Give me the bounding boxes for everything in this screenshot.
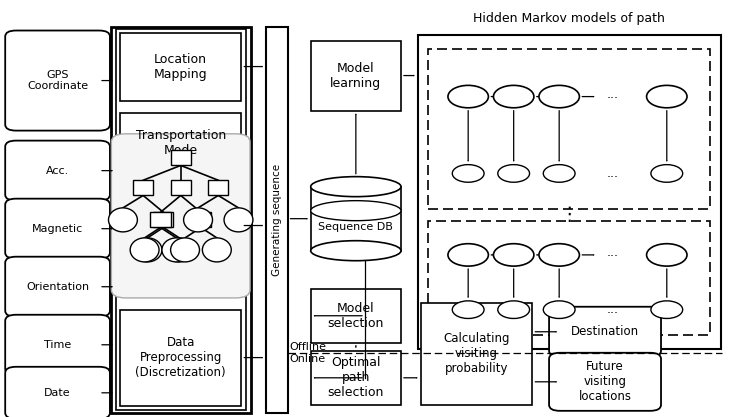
Text: o₁: o₁ [464, 169, 472, 178]
Ellipse shape [224, 208, 253, 232]
Text: Offline: Offline [290, 342, 326, 352]
Bar [170, 150, 191, 166]
Text: o₃: o₃ [555, 169, 563, 178]
FancyBboxPatch shape [5, 367, 110, 417]
Text: Sequence DB: Sequence DB [318, 222, 394, 232]
FancyBboxPatch shape [5, 141, 110, 201]
Ellipse shape [162, 238, 191, 262]
Bar [170, 180, 191, 196]
Text: Date: Date [44, 388, 71, 398]
Text: ...: ... [607, 88, 619, 101]
FancyBboxPatch shape [5, 315, 110, 375]
Text: Orientation: Orientation [26, 282, 89, 292]
Text: Magnetic: Magnetic [32, 224, 83, 234]
Text: Model
selection: Model selection [328, 302, 384, 330]
Text: o₁: o₁ [464, 305, 472, 314]
Text: Online: Online [290, 354, 326, 364]
Text: o₃: o₃ [555, 305, 563, 314]
Bar [120, 33, 242, 100]
Text: ...: ... [607, 246, 619, 259]
Circle shape [543, 165, 575, 182]
Ellipse shape [184, 208, 212, 232]
Ellipse shape [311, 241, 401, 261]
Ellipse shape [133, 238, 162, 262]
Bar [266, 27, 287, 413]
Text: ⋮: ⋮ [559, 205, 579, 224]
Text: oₙ: oₙ [663, 169, 671, 178]
Circle shape [497, 165, 530, 182]
Bar [116, 29, 246, 410]
Bar [428, 48, 710, 208]
Bar [120, 113, 242, 295]
Circle shape [453, 165, 484, 182]
Circle shape [646, 85, 687, 108]
Bar [111, 27, 251, 413]
Text: o₂: o₂ [509, 305, 518, 314]
Text: Generating sequence: Generating sequence [272, 163, 282, 276]
FancyBboxPatch shape [5, 30, 110, 131]
Circle shape [448, 244, 489, 266]
Bar [421, 303, 532, 405]
Circle shape [646, 244, 687, 266]
Bar [311, 351, 401, 405]
Text: Hidden Markov models of path: Hidden Markov models of path [473, 12, 666, 25]
Circle shape [539, 85, 579, 108]
Text: o₂: o₂ [509, 169, 518, 178]
Circle shape [497, 301, 530, 319]
Text: Transportation
Mode: Transportation Mode [136, 128, 226, 157]
Ellipse shape [165, 238, 194, 262]
Text: GPS
Coordinate: GPS Coordinate [27, 70, 88, 91]
Ellipse shape [311, 177, 401, 197]
Bar [311, 187, 401, 251]
Circle shape [543, 301, 575, 319]
Bar [428, 221, 710, 335]
Bar [150, 212, 170, 228]
Ellipse shape [203, 238, 231, 262]
Text: ...: ... [607, 167, 619, 180]
FancyBboxPatch shape [5, 257, 110, 317]
Text: Location
Mapping: Location Mapping [154, 53, 208, 80]
Circle shape [651, 165, 682, 182]
FancyBboxPatch shape [111, 134, 250, 298]
Circle shape [448, 85, 489, 108]
Text: ...: ... [607, 303, 619, 316]
Text: Calculating
visiting
probability: Calculating visiting probability [443, 332, 510, 375]
Text: Acc.: Acc. [46, 166, 69, 176]
Bar [418, 35, 721, 349]
Bar [208, 180, 228, 196]
FancyBboxPatch shape [5, 198, 110, 259]
Circle shape [453, 301, 484, 319]
Bar [191, 212, 211, 228]
Text: Time: Time [44, 340, 71, 350]
Bar [311, 289, 401, 343]
Text: Data
Preprocessing
(Discretization): Data Preprocessing (Discretization) [136, 336, 226, 379]
Text: Optimal
path
selection: Optimal path selection [328, 356, 384, 399]
Ellipse shape [311, 201, 401, 221]
FancyBboxPatch shape [549, 307, 661, 357]
Text: Destination: Destination [571, 325, 639, 338]
Circle shape [494, 85, 534, 108]
Bar [153, 212, 173, 228]
Ellipse shape [170, 238, 200, 262]
Bar [311, 40, 401, 111]
Circle shape [651, 301, 682, 319]
Bar [133, 180, 153, 196]
Ellipse shape [108, 208, 137, 232]
Text: oₙ: oₙ [663, 305, 671, 314]
Bar [120, 309, 242, 406]
Text: Model
learning: Model learning [330, 62, 382, 90]
FancyBboxPatch shape [549, 353, 661, 411]
Text: Future
visiting
locations: Future visiting locations [579, 360, 632, 403]
Circle shape [539, 244, 579, 266]
Circle shape [494, 244, 534, 266]
Ellipse shape [130, 238, 159, 262]
